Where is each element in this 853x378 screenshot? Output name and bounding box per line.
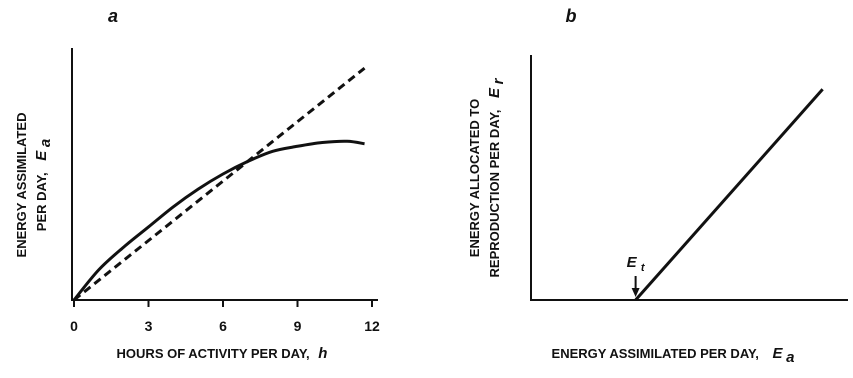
panel-b-y-axis-symbol-sub: r — [490, 77, 507, 84]
panel-a-y-axis-label-line2-wrap: PER DAY, E a — [33, 139, 54, 231]
panel-a-x-axis-title: HOURS OF ACTIVITY PER DAY, h — [117, 345, 328, 362]
panel-b-y-axis-label-line2-wrap: REPRODUCTION PER DAY, E r — [486, 77, 507, 277]
panel-b-x-axis-label: ENERGY ASSIMILATED PER DAY, — [552, 346, 759, 361]
panel-a-x-axis-symbol: h — [318, 345, 327, 362]
panel-a-x-tick-label: 6 — [219, 318, 227, 334]
panel-a-y-axis-label-line1: ENERGY ASSIMILATED — [14, 113, 29, 258]
panel-a-y-axis-symbol: E — [33, 150, 50, 161]
panel-a-x-tick-label: 3 — [145, 318, 153, 334]
panel-a-x-tick-label: 0 — [70, 318, 78, 334]
panel-a-letter: a — [108, 6, 118, 26]
panel-b-x-axis-title: ENERGY ASSIMILATED PER DAY, E a — [552, 345, 795, 366]
threshold-symbol-sub: t — [641, 262, 646, 274]
panel-a: a 0 3 6 9 12 HOURS OF ACTIVITY PER DAY, h EN… — [14, 6, 380, 362]
panel-b-series — [634, 88, 824, 301]
panel-b-solid-line — [634, 88, 824, 301]
threshold-label: E t — [627, 254, 646, 274]
panel-a-x-tick-label: 9 — [294, 318, 302, 334]
panel-b-y-axis-symbol: E — [486, 87, 503, 98]
threshold-symbol: E — [627, 254, 638, 271]
threshold-annotation: E t — [627, 254, 646, 297]
panel-b-letter: b — [566, 6, 577, 26]
panel-b-x-axis-symbol: E — [772, 345, 783, 362]
panel-b-y-axis-label-line2: REPRODUCTION PER DAY, — [487, 110, 502, 278]
panel-a-y-axis-symbol-sub: a — [37, 139, 54, 147]
panel-a-y-axis-label-line2: PER DAY, — [34, 172, 49, 231]
panel-a-series — [72, 66, 366, 302]
panel-b-x-axis-symbol-sub: a — [786, 349, 794, 366]
panel-a-x-tick-label: 12 — [364, 318, 380, 334]
panel-b: b E t ENERGY ASSIMILATED PER DAY, E a EN… — [467, 6, 848, 366]
panel-b-y-axis-label-line1: ENERGY ALLOCATED TO — [467, 99, 482, 257]
panel-a-x-axis-label: HOURS OF ACTIVITY PER DAY, — [117, 346, 310, 361]
panel-a-x-ticks: 0 3 6 9 12 — [70, 300, 380, 334]
panel-b-y-axis-title: ENERGY ALLOCATED TO REPRODUCTION PER DAY… — [467, 77, 507, 277]
threshold-arrow-head — [631, 288, 640, 297]
panel-a-solid-curve — [72, 139, 365, 301]
panel-a-dashed-line — [73, 66, 366, 302]
panel-a-y-axis-title: ENERGY ASSIMILATED PER DAY, E a — [14, 113, 54, 258]
